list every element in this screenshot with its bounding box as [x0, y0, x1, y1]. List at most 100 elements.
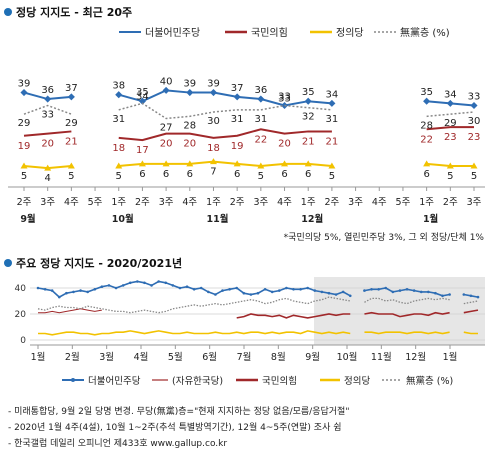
footer-line-1: - 미래통합당, 9월 2일 당명 변경. 무당(無黨)층="현재 지지하는 정…: [8, 405, 349, 417]
legend-label-ppp: 국민의힘: [251, 27, 288, 39]
bottom-point: [157, 280, 160, 283]
top-x-tick-label: 4주: [277, 197, 292, 208]
top-data-label: 39: [18, 79, 31, 90]
top-data-label: 31: [254, 114, 267, 125]
top-point-justice: [138, 160, 146, 167]
top-data-label: 33: [278, 92, 291, 103]
top-point-minjoo: [44, 95, 52, 103]
bottom-point: [299, 288, 302, 291]
top-data-label: 38: [112, 81, 125, 92]
legend-label-nonparty: 無黨층 (%): [400, 26, 450, 39]
top-point-justice: [44, 164, 52, 171]
bottom-x-tick-label: 8월: [271, 351, 286, 363]
bottom-x-tick-label: 6월: [202, 351, 217, 363]
bottom-point: [270, 290, 274, 294]
top-point-justice: [67, 162, 75, 169]
bottom-plot-area: [36, 280, 480, 336]
bottom-x-tick-label: 2월: [65, 351, 80, 363]
bottom-point: [242, 291, 246, 295]
bottom-point: [412, 289, 416, 292]
bottom-point: [199, 286, 203, 290]
top-data-label: 23: [444, 132, 457, 143]
bottom-series-line-2: [463, 309, 479, 314]
bottom-series-line-3: [463, 331, 478, 335]
bottom-series-line-4: [463, 300, 479, 305]
top-data-label: 6: [281, 169, 287, 180]
bottom-point: [50, 289, 54, 292]
bottom-point: [57, 295, 61, 299]
bottom-point: [100, 285, 104, 289]
bottom-x-tick-label: 5월: [168, 351, 183, 363]
top-x-tick-label: 3주: [159, 197, 174, 208]
top-point-justice: [257, 162, 265, 169]
bottom-point: [192, 288, 196, 291]
bottom-point: [114, 286, 118, 290]
top-data-label: 27: [160, 122, 173, 133]
top-month-label: 10월: [112, 213, 134, 225]
top-series-line-3: [23, 104, 72, 115]
top-point-minjoo: [162, 86, 170, 94]
bottom-point: [377, 288, 380, 291]
bottom-gridlines: 0 20 40: [15, 284, 485, 346]
bottom-chart-title: 주요 정당 지지도 - 2020/2021년: [16, 256, 182, 270]
top-data-label: 31: [326, 114, 339, 125]
top-point-minjoo: [328, 99, 336, 107]
bottom-point: [214, 293, 217, 296]
legend-label-justice: 정의당: [336, 27, 364, 39]
bottom-x-tick-label: 3월: [99, 351, 114, 363]
top-data-label: 23: [468, 132, 481, 143]
bottom-point: [292, 288, 295, 291]
bottom-point: [185, 285, 189, 289]
top-data-label: 34: [136, 91, 149, 102]
bottom-point: [334, 293, 338, 296]
bottom-point: [327, 291, 331, 295]
bottom-point: [93, 288, 97, 291]
top-series-line-1: [118, 128, 332, 142]
top-data-label: 5: [329, 171, 335, 182]
top-data-label: 33: [41, 110, 54, 121]
top-point-minjoo: [304, 97, 312, 105]
bottom-point: [419, 290, 423, 294]
top-data-label: 20: [183, 139, 196, 150]
top-point-minjoo: [115, 91, 123, 99]
top-data-label: 37: [231, 83, 244, 94]
top-data-label: 36: [254, 85, 267, 96]
top-point-minjoo: [20, 89, 28, 97]
bottom-point: [441, 294, 444, 298]
top-x-tick-label: 4주: [372, 197, 387, 208]
top-data-label: 4: [44, 173, 50, 184]
top-data-label: 28: [420, 120, 433, 131]
top-data-label: 6: [305, 169, 311, 180]
top-data-label: 18: [207, 143, 220, 154]
bottom-point: [285, 286, 288, 290]
bottom-point: [121, 284, 125, 287]
top-month-label: 1월: [423, 213, 438, 225]
top-data-label: 22: [254, 134, 267, 145]
bottom-x-tick-label: 9월: [305, 351, 320, 363]
top-point-minjoo: [446, 99, 454, 107]
top-x-tick-label: 2주: [230, 197, 245, 208]
top-data-label: 31: [231, 114, 244, 125]
bottom-series-line-4: [37, 296, 351, 314]
bottom-series-line-3: [364, 331, 450, 335]
bottom-point: [469, 294, 473, 298]
top-footnote: *국민의당 5%, 열린민주당 3%, 그 외 정당/단체 1%: [284, 231, 485, 243]
top-point-minjoo: [67, 93, 75, 101]
bottom-series-line-1: [38, 308, 102, 314]
bottom-x-tick-label: 12월: [405, 351, 426, 363]
top-data-label: 5: [447, 171, 453, 182]
bottom-x-tick-label: 1월: [31, 351, 46, 363]
top-x-tick-label: 5주: [88, 197, 103, 208]
bottom-point: [171, 284, 175, 287]
bottom-point: [434, 291, 437, 295]
bottom-point: [391, 290, 395, 294]
top-point-justice: [328, 162, 336, 169]
bottom-point: [235, 286, 239, 290]
bottom-x-tick-label: 11월: [371, 351, 392, 363]
top-x-tick-label: 5주: [396, 197, 411, 208]
top-chart-title: 정당 지지도 - 최근 20주: [16, 5, 132, 19]
top-series-line-1: [23, 130, 72, 137]
bottom-series-line-2: [236, 313, 351, 319]
